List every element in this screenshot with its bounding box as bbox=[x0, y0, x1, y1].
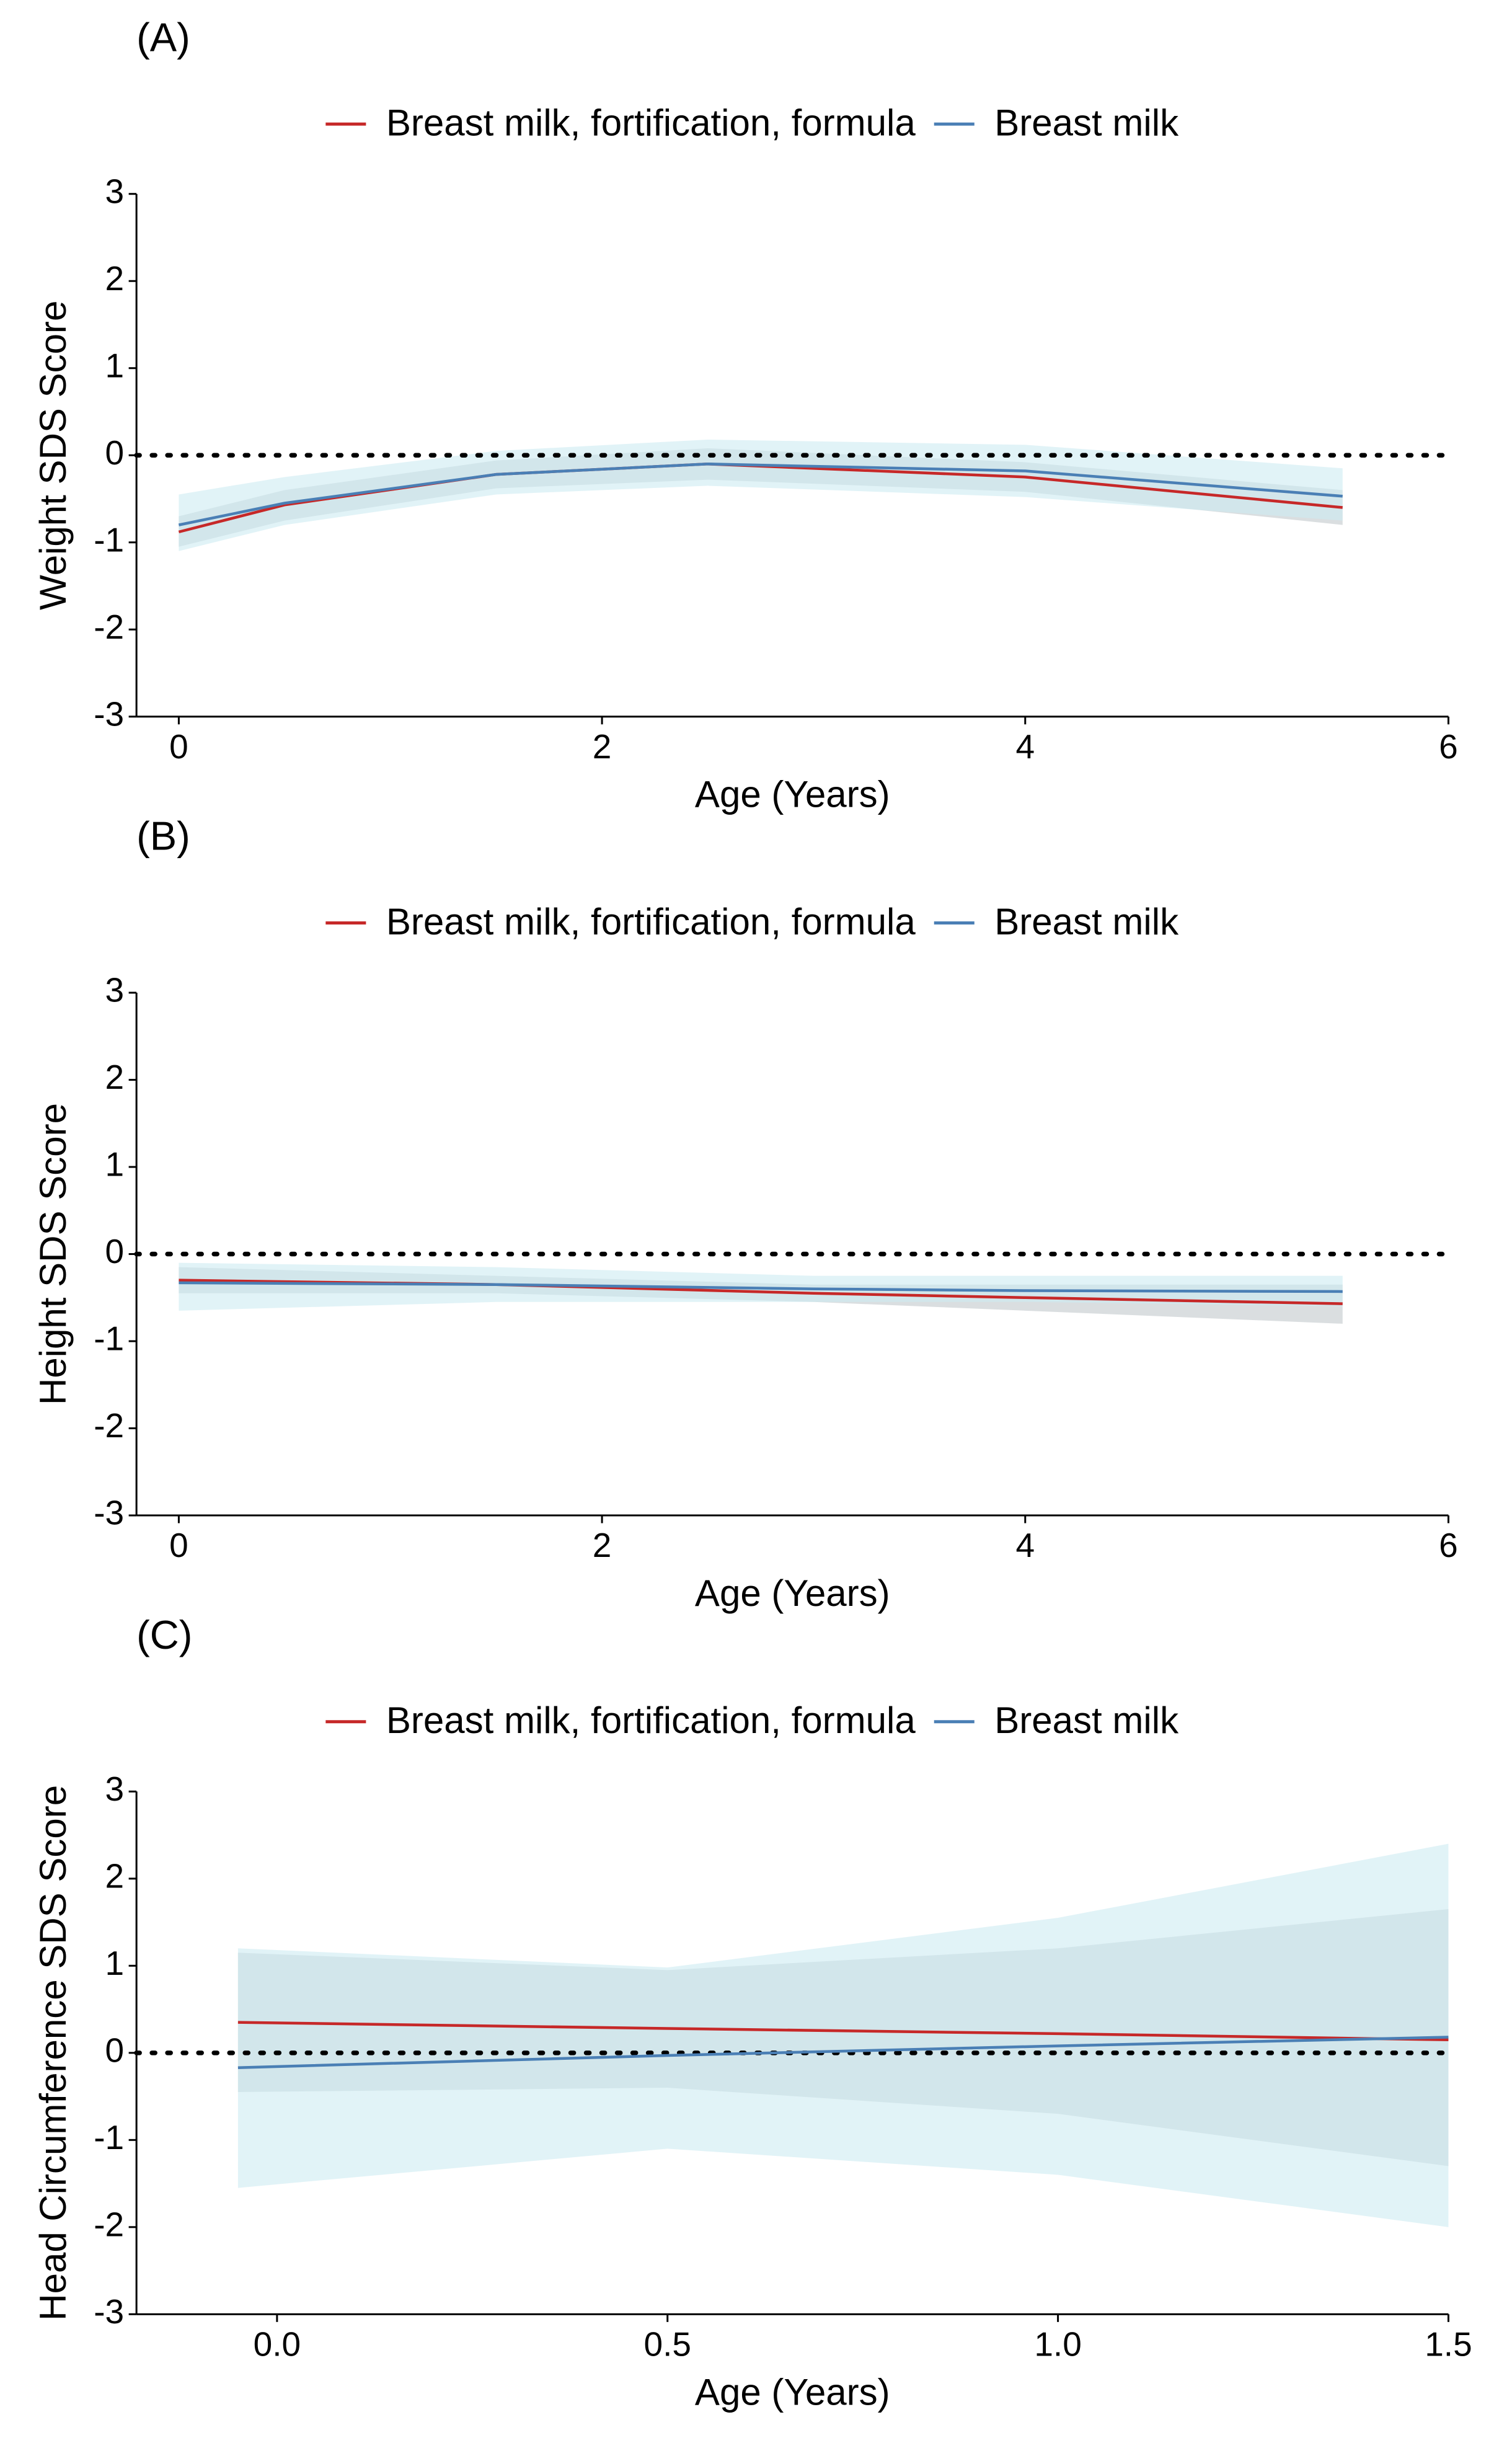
x-tick-label: 6 bbox=[1439, 1526, 1458, 1564]
x-tick-label: 0 bbox=[169, 727, 188, 766]
y-tick-label: 1 bbox=[105, 1944, 125, 1982]
y-tick-label: 2 bbox=[105, 259, 125, 298]
y-axis-title: Weight SDS Score bbox=[32, 301, 74, 610]
y-tick-label: -3 bbox=[94, 694, 124, 733]
x-tick-label: 2 bbox=[593, 1526, 612, 1564]
y-tick-label: -1 bbox=[94, 1319, 124, 1358]
y-tick-label: -3 bbox=[94, 2292, 124, 2331]
y-tick-label: 1 bbox=[105, 346, 125, 384]
panel-label: (A) bbox=[136, 14, 190, 60]
x-axis-title: Age (Years) bbox=[695, 1572, 890, 1614]
y-tick-label: -1 bbox=[94, 520, 124, 559]
x-tick-label: 1.5 bbox=[1425, 2325, 1472, 2363]
series-line bbox=[237, 2021, 1449, 2041]
y-tick-label: 3 bbox=[105, 971, 125, 1009]
x-tick-label: 4 bbox=[1015, 727, 1035, 766]
panel-label: (B) bbox=[136, 813, 190, 859]
panel-label: (C) bbox=[136, 1612, 192, 1657]
x-tick-label: 0 bbox=[169, 1526, 188, 1564]
legend-label: Breast milk bbox=[994, 102, 1179, 144]
x-tick-label: 6 bbox=[1439, 727, 1458, 766]
x-tick-label: 0.0 bbox=[254, 2325, 301, 2363]
y-tick-label: -2 bbox=[94, 608, 124, 646]
y-tick-label: 0 bbox=[105, 1232, 125, 1270]
y-axis-title: Height SDS Score bbox=[32, 1103, 74, 1405]
y-tick-label: -2 bbox=[94, 1406, 124, 1445]
legend-label: Breast milk bbox=[994, 901, 1179, 942]
legend-label: Breast milk, fortification, formula bbox=[386, 901, 916, 942]
y-tick-label: -2 bbox=[94, 2205, 124, 2243]
legend-label: Breast milk bbox=[994, 1700, 1179, 1741]
y-tick-label: -1 bbox=[94, 2118, 124, 2157]
y-tick-label: 2 bbox=[105, 1856, 125, 1895]
series-line bbox=[178, 463, 1343, 526]
y-tick-label: 2 bbox=[105, 1058, 125, 1096]
x-axis-title: Age (Years) bbox=[695, 774, 890, 815]
confidence-band bbox=[179, 439, 1343, 551]
x-axis-title: Age (Years) bbox=[695, 2371, 890, 2413]
confidence-band bbox=[237, 1843, 1449, 2227]
y-tick-label: 0 bbox=[105, 2031, 125, 2069]
y-tick-label: 1 bbox=[105, 1145, 125, 1184]
y-axis-title: Head Circumference SDS Score bbox=[32, 1785, 74, 2321]
y-tick-label: 3 bbox=[105, 172, 125, 210]
legend-label: Breast milk, fortification, formula bbox=[386, 102, 916, 144]
y-tick-label: -3 bbox=[94, 1494, 124, 1532]
x-tick-label: 1.0 bbox=[1034, 2325, 1081, 2363]
x-tick-label: 0.5 bbox=[643, 2325, 691, 2363]
y-tick-label: 0 bbox=[105, 433, 125, 472]
series-line bbox=[237, 2036, 1449, 2069]
y-tick-label: 3 bbox=[105, 1770, 125, 1808]
confidence-band bbox=[179, 1262, 1343, 1311]
x-tick-label: 4 bbox=[1015, 1526, 1035, 1564]
x-tick-label: 2 bbox=[593, 727, 612, 766]
legend-label: Breast milk, fortification, formula bbox=[386, 1700, 916, 1741]
series-line bbox=[179, 1281, 1343, 1293]
